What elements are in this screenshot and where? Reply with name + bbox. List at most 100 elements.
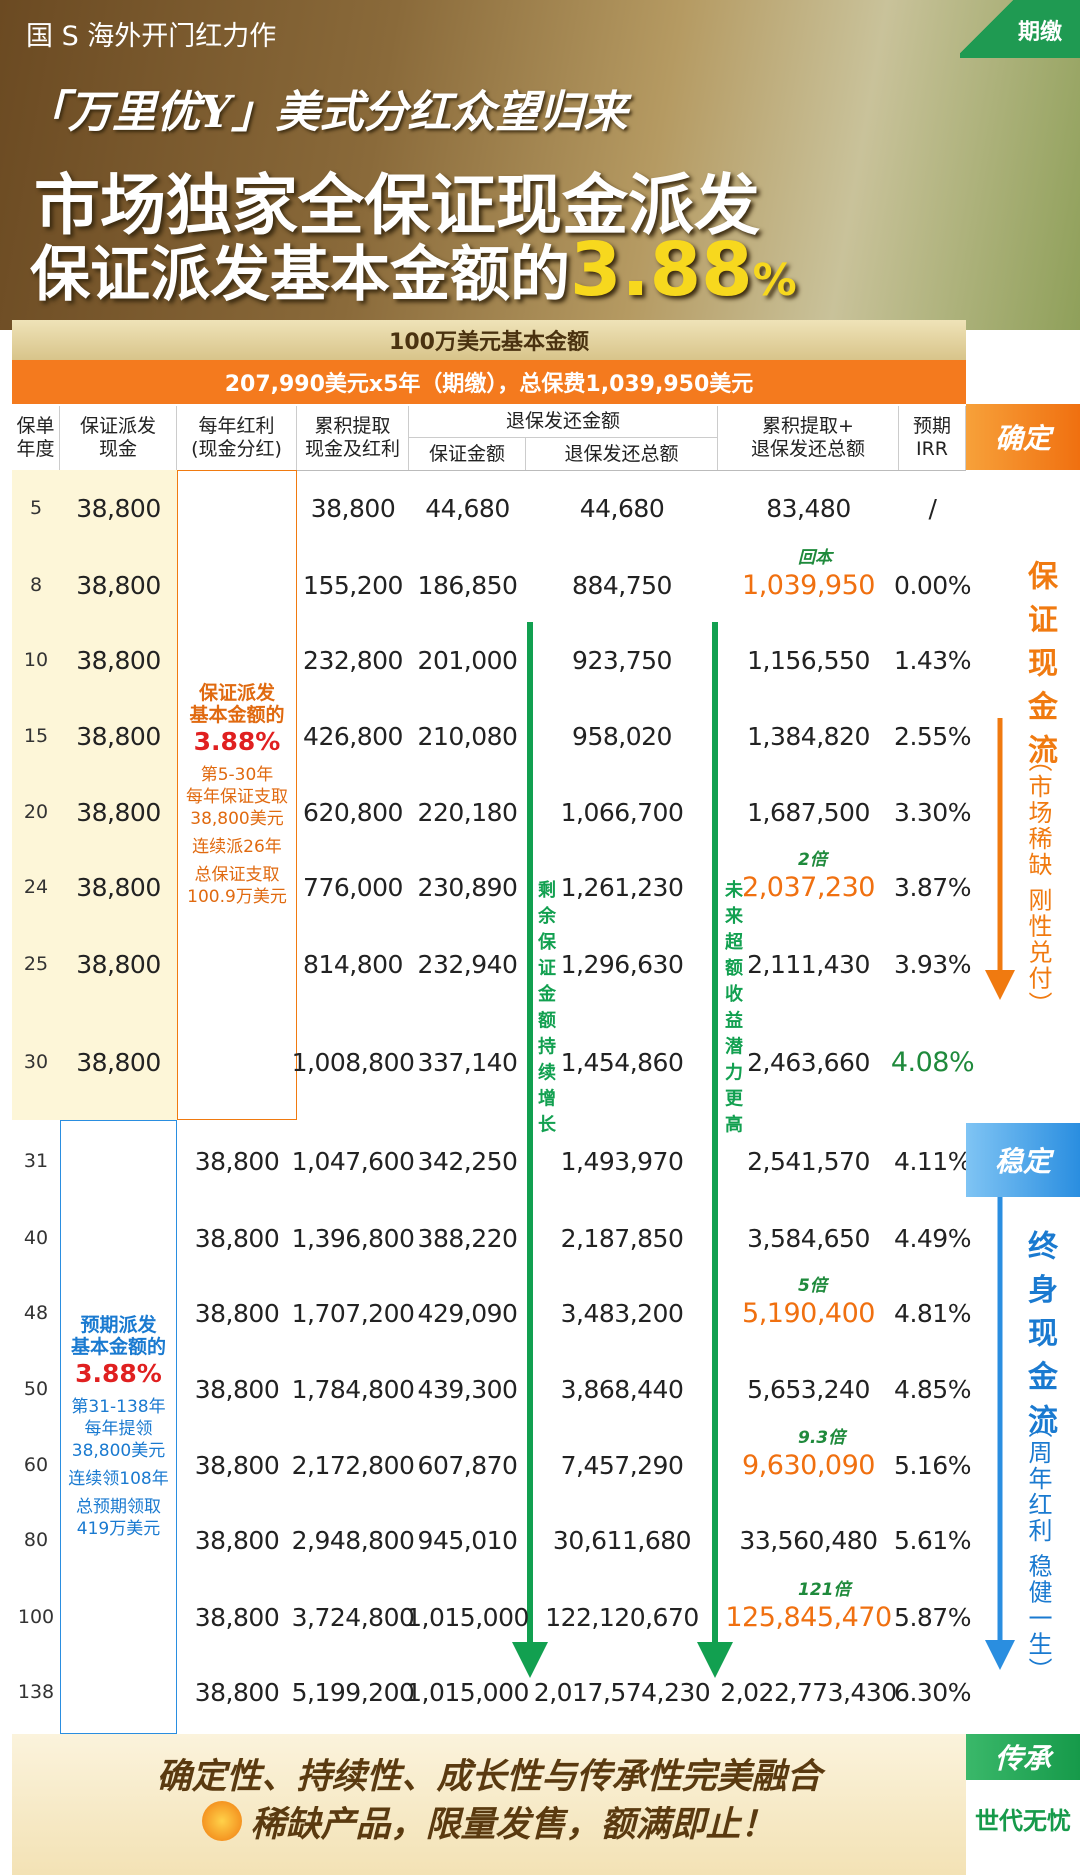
column-header-line: (现金分红) (191, 438, 282, 460)
tagline: 「万里优Y」美式分红众望归来 (24, 87, 628, 138)
table-cell: 3,584,650 (747, 1223, 870, 1253)
row-note: 121倍 (798, 1580, 851, 1600)
table-cell: 814,800 (303, 949, 403, 979)
row-note: 2倍 (798, 850, 827, 870)
table-cell: 210,080 (417, 721, 518, 751)
side-title: 保证现金流 (1022, 560, 1057, 778)
column-header-line: IRR (915, 438, 948, 460)
table-cell: 38,800 (194, 1223, 280, 1253)
highlight-column (12, 470, 177, 1120)
side-title: 终身现金流 (1022, 1230, 1057, 1448)
table-cell: 38,800 (76, 872, 161, 902)
table-cell: 2,172,800 (291, 1450, 415, 1480)
icon (202, 1801, 243, 1841)
table-cell: 122,120,670 (545, 1602, 699, 1632)
table-cell: 38,800 (194, 1450, 280, 1480)
table-cell: 38,800 (76, 721, 161, 751)
table-cell: 24 (23, 876, 49, 898)
column-header-line: 保单 (16, 415, 55, 437)
column-header: 保证派发 现金 (60, 406, 177, 470)
corner-badge (960, 0, 1080, 58)
table-cell: 220,180 (417, 797, 518, 827)
table-cell: 1,008,800 (291, 1047, 415, 1077)
table-cell: 3.93% (894, 949, 971, 979)
table-cell: 38,800 (76, 949, 161, 979)
column-header: 预期 IRR (899, 406, 966, 470)
table-cell: 1,454,860 (560, 1047, 684, 1077)
arrow-label: 剩余保证金额持续增长 (535, 880, 556, 1141)
table-cell: 38,800 (76, 645, 161, 675)
side-sub: （市场稀缺 刚性兑付） (1024, 748, 1052, 1018)
headline: 保证派发基本金额的3.88% (30, 226, 797, 313)
headline-number: 3.88 (570, 227, 753, 313)
table-cell: 3,724,800 (291, 1602, 415, 1632)
table-cell: 1,015,000 (406, 1602, 529, 1632)
table-cell: 4.11% (894, 1146, 971, 1176)
table-cell: 1,296,630 (560, 949, 684, 979)
table-cell: 5,199,200 (291, 1677, 415, 1707)
span-header: 退保发还金额 (409, 406, 718, 438)
table-cell: 2,541,570 (747, 1146, 870, 1176)
table-cell: 50 (23, 1378, 49, 1400)
table-cell: 3,483,200 (560, 1298, 684, 1328)
headline-text: 保证派发基本金额的 (30, 240, 570, 310)
table-cell: 4.81% (894, 1298, 971, 1328)
table-cell: 342,250 (417, 1146, 518, 1176)
table-cell: 138 (17, 1681, 55, 1703)
table-cell: 1,066,700 (560, 797, 684, 827)
table-cell: 201,000 (417, 645, 518, 675)
table-cell: 38,800 (194, 1298, 280, 1328)
column-header: 退保发还总额 (526, 438, 718, 470)
table-cell: 4.08% (890, 1046, 975, 1078)
merged-cell-text: 基本金额的 (70, 1336, 166, 1358)
column-header: 每年红利 (现金分红) (177, 406, 297, 470)
table-cell: 186,850 (417, 570, 518, 600)
table-cell: 38,800 (76, 1047, 161, 1077)
table-cell: 5,190,400 (742, 1297, 875, 1329)
column-header-line: 现金 (98, 438, 137, 460)
table-cell: 80 (23, 1529, 49, 1551)
table-cell: 83,480 (766, 493, 851, 523)
table-cell: 1,493,970 (560, 1146, 684, 1176)
table-cell: 3,868,440 (560, 1374, 684, 1404)
row-note: 回本 (798, 548, 832, 568)
table-cell: 30,611,680 (552, 1525, 692, 1555)
table-cell: 20 (23, 801, 49, 823)
row-note: 5倍 (798, 1276, 827, 1296)
column-header-line: 每年红利 (198, 415, 275, 437)
table-cell: 2,037,230 (742, 871, 875, 903)
table-cell: 232,940 (417, 949, 518, 979)
table-cell: 44,680 (425, 493, 510, 523)
table-cell: 38,800 (194, 1374, 280, 1404)
merged-cell-text: 总保证支取 (194, 865, 280, 885)
column-header-line: 累积提取 (314, 415, 391, 437)
row-note: 9.3倍 (798, 1428, 846, 1448)
table-cell: 230,890 (417, 872, 518, 902)
merged-cell: 预期派发 基本金额的 3.88% 第31-138年 每年提领 38,800美元 连续领108… (60, 1120, 177, 1734)
table-cell: 7,457,290 (560, 1450, 684, 1480)
side-label: 传承 (966, 1734, 1080, 1780)
merged-cell-text: 每年提领 (84, 1419, 153, 1439)
table-cell: 8 (29, 574, 43, 596)
column-header-line: 预期 (912, 415, 951, 437)
table-cell: 100 (17, 1606, 55, 1628)
table-cell: 155,200 (303, 570, 403, 600)
table-cell: 38,800 (76, 493, 161, 523)
column-header: 累积提取 现金及红利 (297, 406, 409, 470)
band: 100万美元基本金额 (12, 320, 966, 360)
footer-background (12, 1734, 966, 1875)
table-cell: 38,800 (194, 1677, 280, 1707)
table-cell: 2,022,773,430 (720, 1677, 897, 1707)
table-cell: 38,800 (76, 797, 161, 827)
column-header-line: 年度 (16, 438, 55, 460)
side-title: 世代无忧 (975, 1806, 1071, 1835)
table-cell: 5.16% (894, 1450, 971, 1480)
table-cell: 607,870 (417, 1450, 518, 1480)
table-cell: 776,000 (303, 872, 403, 902)
side-label: 稳定 (966, 1123, 1080, 1197)
hero-background (0, 0, 1080, 330)
headline-unit: % (752, 255, 797, 306)
table-cell: 1.43% (894, 645, 971, 675)
table-cell: 5.87% (894, 1602, 971, 1632)
table-cell: 1,047,600 (291, 1146, 415, 1176)
